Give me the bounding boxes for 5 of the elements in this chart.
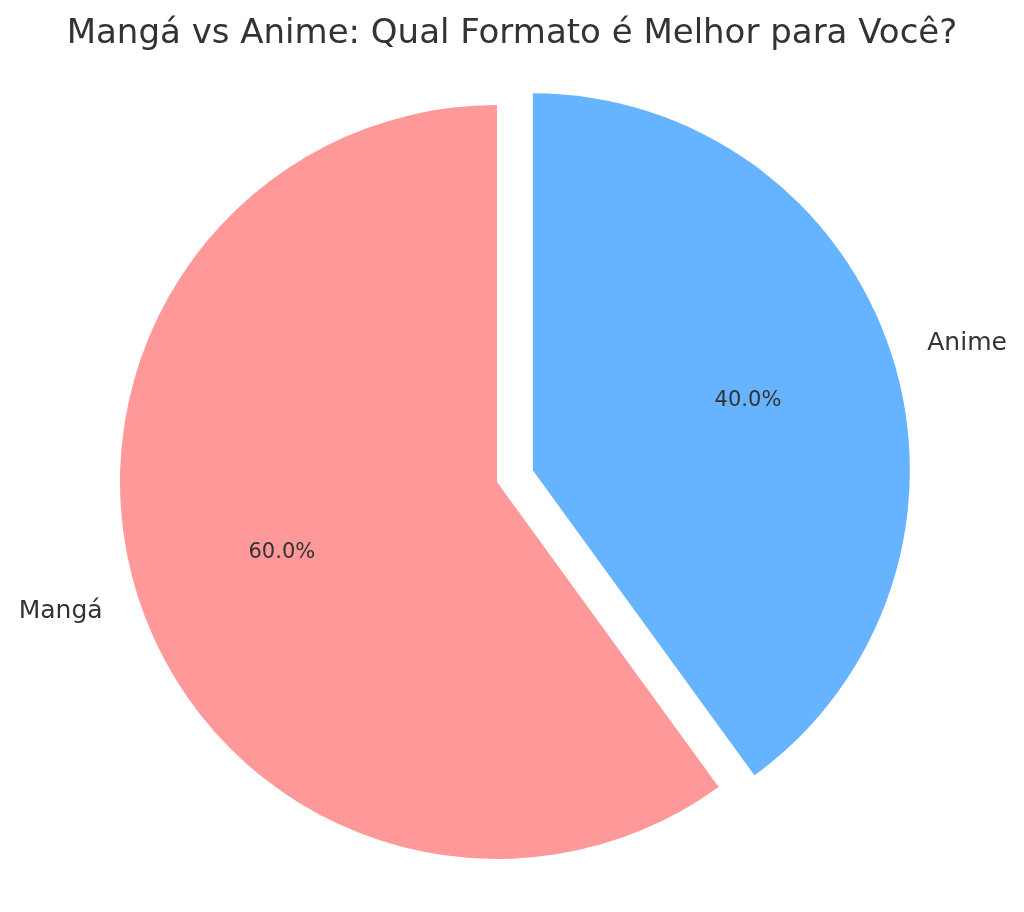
- data-label: 60.0%: [248, 538, 316, 563]
- data-label: 40.0%: [714, 387, 782, 412]
- chart-title: Mangá vs Anime: Qual Formato é Melhor para Você?: [66, 11, 958, 51]
- slice-label: Anime: [927, 327, 1007, 357]
- slice-label: Mangá: [18, 595, 103, 625]
